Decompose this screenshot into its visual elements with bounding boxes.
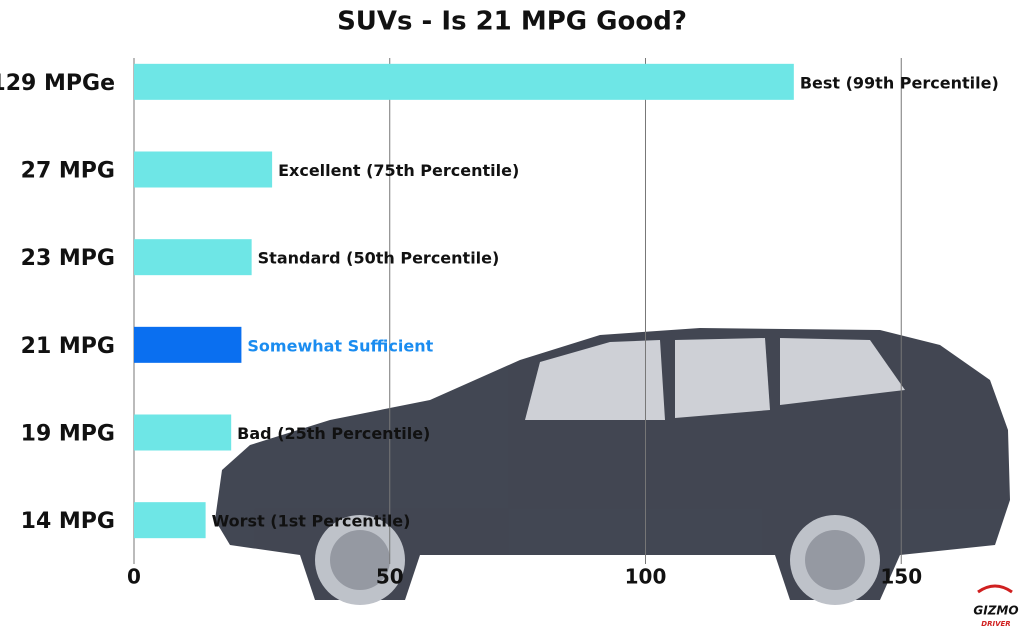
bar	[134, 151, 273, 188]
x-tick-label: 100	[625, 565, 667, 589]
y-tick-label: 21 MPG	[21, 334, 115, 359]
y-tick-label: 19 MPG	[21, 422, 115, 447]
x-tick-label: 50	[376, 565, 404, 589]
bar	[134, 502, 206, 539]
bar	[134, 326, 242, 363]
x-tick-label: 0	[127, 565, 141, 589]
y-tick-label: 27 MPG	[21, 159, 115, 184]
y-tick-label: 14 MPG	[21, 509, 115, 534]
bar-label: Standard (50th Percentile)	[258, 249, 500, 268]
logo-subtext: DRIVER	[981, 620, 1010, 628]
logo: GIZMO DRIVER	[973, 584, 1019, 628]
car-illustration	[215, 328, 1010, 605]
bar-label: Best (99th Percentile)	[800, 73, 999, 92]
bar	[134, 414, 232, 451]
bar-label: Worst (1st Percentile)	[212, 512, 411, 531]
bar	[134, 239, 252, 276]
y-tick-label: 129 MPGe	[0, 71, 115, 96]
y-tick-label: 23 MPG	[21, 246, 115, 271]
bar-label: Somewhat Sufficient	[247, 336, 433, 355]
bar-label: Excellent (75th Percentile)	[278, 161, 519, 180]
bar	[134, 63, 794, 100]
bar-label: Bad (25th Percentile)	[237, 424, 430, 443]
chart-title: SUVs - Is 21 MPG Good?	[337, 7, 687, 37]
x-tick-label: 150	[880, 565, 922, 589]
logo-text: GIZMO	[973, 604, 1018, 618]
